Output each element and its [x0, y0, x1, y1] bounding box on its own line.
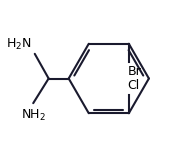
Text: Br: Br	[127, 65, 141, 78]
Text: Cl: Cl	[127, 79, 139, 92]
Text: H$_2$N: H$_2$N	[6, 37, 32, 52]
Text: NH$_2$: NH$_2$	[21, 108, 46, 123]
